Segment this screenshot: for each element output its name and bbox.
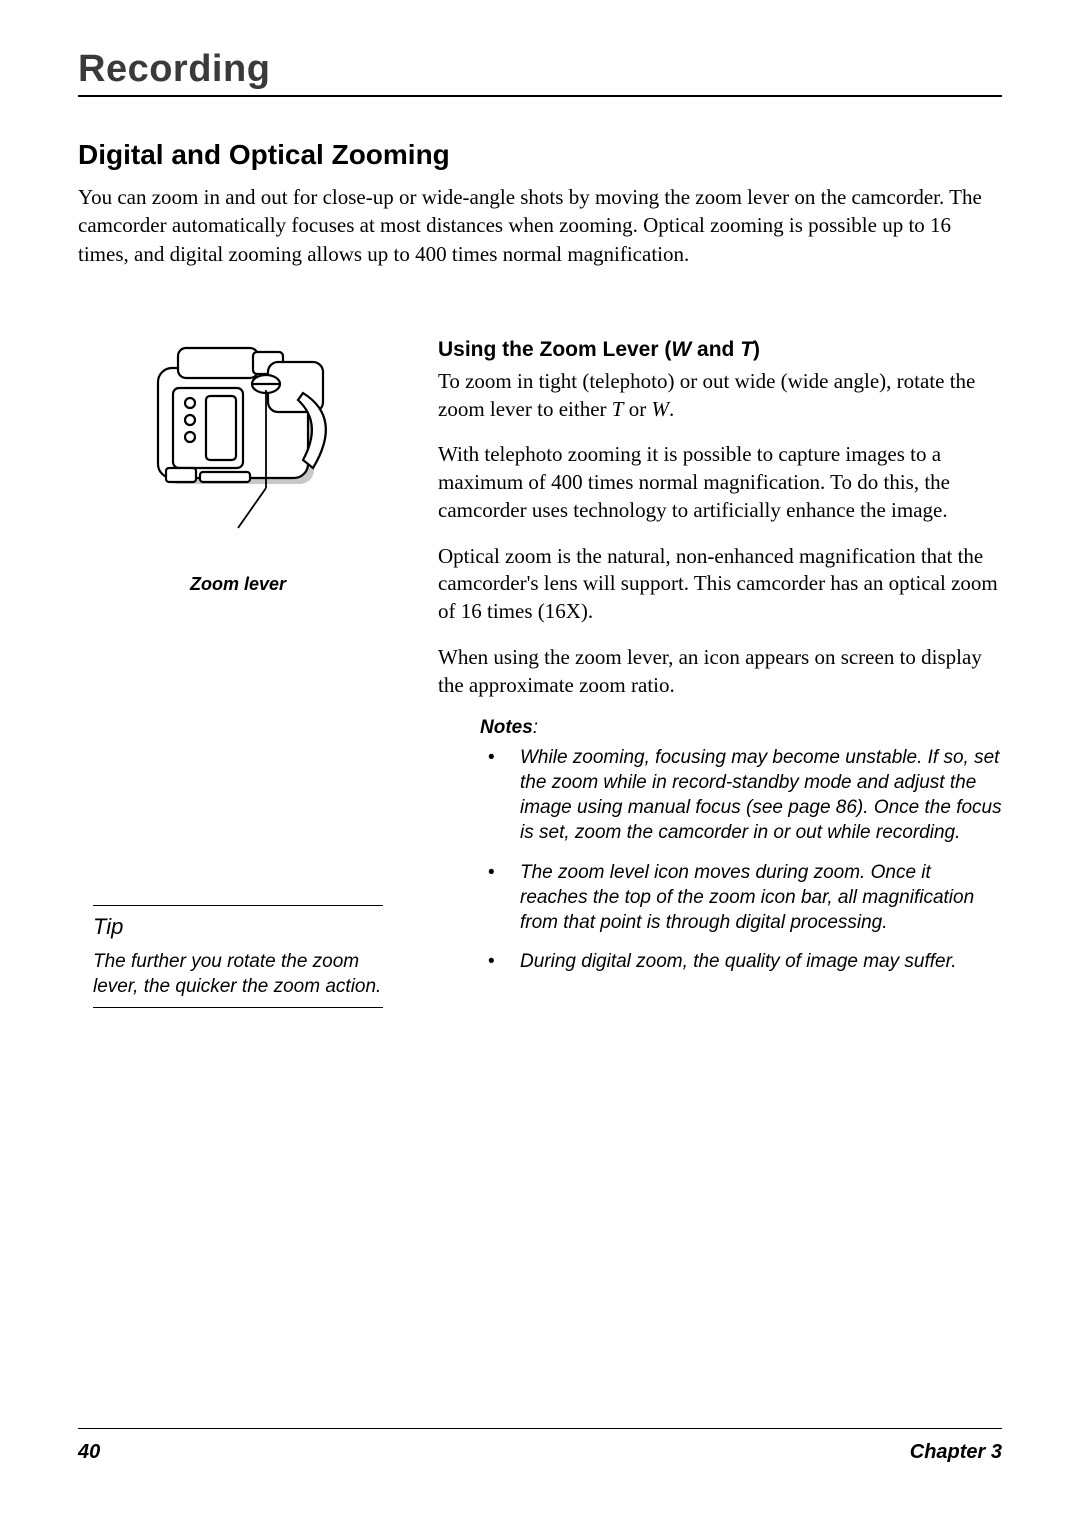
p1-b: or bbox=[623, 397, 651, 421]
notes-colon: : bbox=[533, 717, 538, 738]
intro-paragraph: You can zoom in and out for close-up or … bbox=[78, 183, 1002, 268]
note-item: While zooming, focusing may become unsta… bbox=[480, 745, 1002, 845]
chapter-header: Recording bbox=[78, 48, 1002, 91]
tip-block: Tip The further you rotate the zoom leve… bbox=[93, 905, 383, 1008]
note-item: The zoom level icon moves during zoom. O… bbox=[480, 860, 1002, 935]
p1-t: T bbox=[612, 397, 624, 421]
paragraph-4: When using the zoom lever, an icon appea… bbox=[438, 644, 1002, 699]
subheading-t: T bbox=[740, 338, 753, 361]
chapter-label: Chapter 3 bbox=[910, 1441, 1002, 1464]
paragraph-3: Optical zoom is the natural, non-enhance… bbox=[438, 543, 1002, 626]
subsection-heading: Using the Zoom Lever (W and T) bbox=[438, 338, 1002, 362]
figure-caption: Zoom lever bbox=[190, 574, 286, 595]
p1-c: . bbox=[669, 397, 674, 421]
p1-a: To zoom in tight (telephoto) or out wide… bbox=[438, 369, 975, 421]
text-column: Using the Zoom Lever (W and T) To zoom i… bbox=[438, 338, 1002, 988]
notes-list: While zooming, focusing may become unsta… bbox=[480, 745, 1002, 974]
page-footer: 40 Chapter 3 bbox=[78, 1428, 1002, 1464]
tip-rule-bottom bbox=[93, 1007, 383, 1008]
footer-rule bbox=[78, 1428, 1002, 1429]
tip-rule-top bbox=[93, 905, 383, 906]
subheading-prefix: Using the Zoom Lever ( bbox=[438, 338, 671, 361]
note-item: During digital zoom, the quality of imag… bbox=[480, 949, 1002, 974]
subheading-suffix: ) bbox=[753, 338, 760, 361]
camcorder-illustration bbox=[118, 338, 358, 568]
section-title: Digital and Optical Zooming bbox=[78, 139, 1002, 171]
tip-heading: Tip bbox=[93, 914, 383, 940]
paragraph-1: To zoom in tight (telephoto) or out wide… bbox=[438, 368, 1002, 423]
figure-column: Zoom lever Tip The further you rotate th… bbox=[78, 338, 398, 1008]
tip-text: The further you rotate the zoom lever, t… bbox=[93, 950, 383, 999]
notes-word: Notes bbox=[480, 717, 533, 738]
subheading-and: and bbox=[691, 338, 740, 361]
notes-label: Notes: bbox=[480, 717, 1002, 739]
subheading-w: W bbox=[671, 338, 691, 361]
paragraph-2: With telephoto zooming it is possible to… bbox=[438, 441, 1002, 524]
p1-w: W bbox=[651, 397, 669, 421]
page-number: 40 bbox=[78, 1441, 100, 1464]
header-rule bbox=[78, 95, 1002, 97]
